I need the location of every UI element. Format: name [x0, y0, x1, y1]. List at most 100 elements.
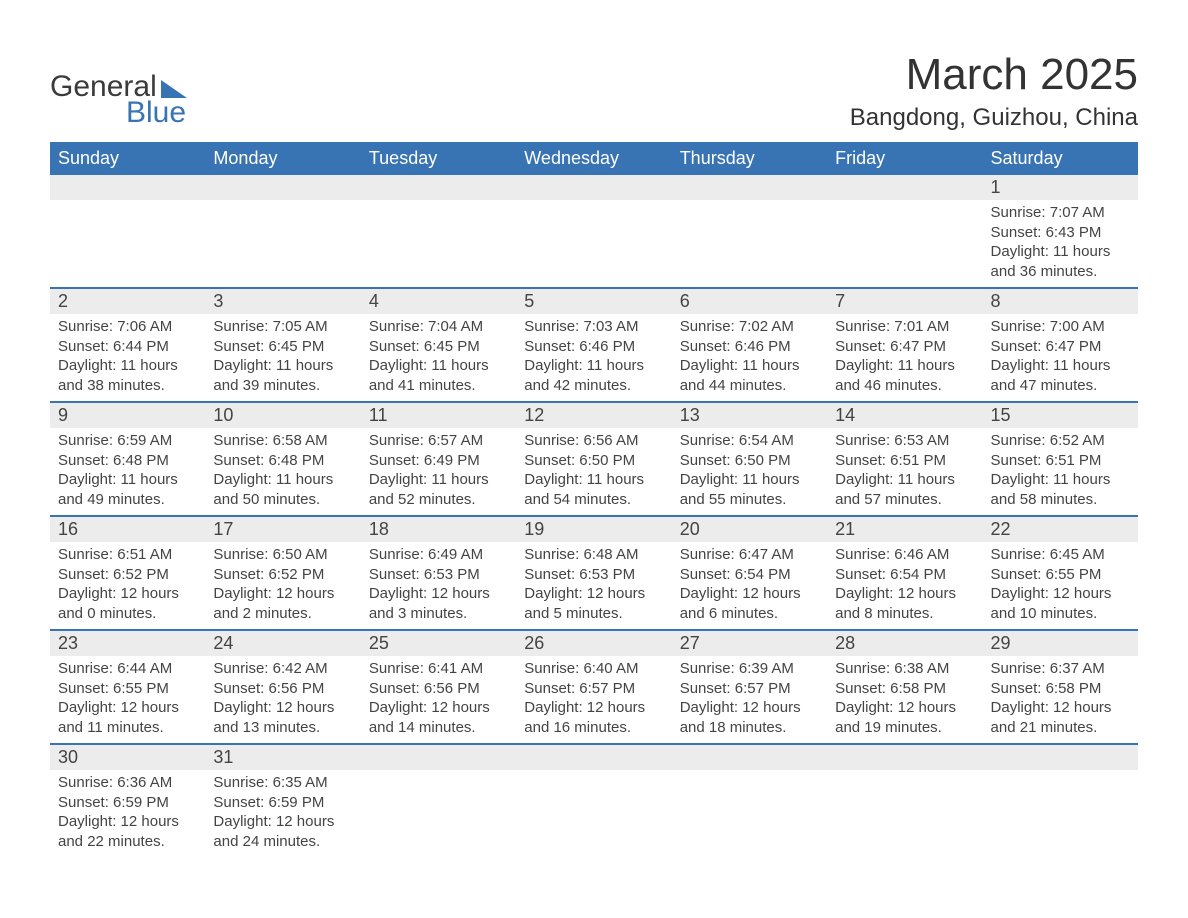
day-data-cell: Sunrise: 7:07 AMSunset: 6:43 PMDaylight:… — [983, 200, 1138, 288]
month-title: March 2025 — [850, 50, 1138, 100]
sunset-text: Sunset: 6:51 PM — [835, 451, 974, 471]
day-data-cell: Sunrise: 6:50 AMSunset: 6:52 PMDaylight:… — [205, 542, 360, 630]
sunset-text: Sunset: 6:53 PM — [369, 565, 508, 585]
sunset-text: Sunset: 6:52 PM — [58, 565, 197, 585]
sunrise-text: Sunrise: 6:54 AM — [680, 431, 819, 451]
sunrise-text: Sunrise: 6:58 AM — [213, 431, 352, 451]
daylight-text: Daylight: 11 hours and 36 minutes. — [991, 242, 1130, 281]
day-data-cell: Sunrise: 6:53 AMSunset: 6:51 PMDaylight:… — [827, 428, 982, 516]
day-number-row: 16171819202122 — [50, 516, 1138, 542]
day-data-cell: Sunrise: 7:03 AMSunset: 6:46 PMDaylight:… — [516, 314, 671, 402]
day-data-cell — [672, 770, 827, 857]
sunset-text: Sunset: 6:45 PM — [369, 337, 508, 357]
day-number-cell — [205, 175, 360, 200]
sunrise-text: Sunrise: 6:51 AM — [58, 545, 197, 565]
sunset-text: Sunset: 6:59 PM — [58, 793, 197, 813]
sunset-text: Sunset: 6:58 PM — [835, 679, 974, 699]
sunset-text: Sunset: 6:43 PM — [991, 223, 1130, 243]
daylight-text: Daylight: 11 hours and 41 minutes. — [369, 356, 508, 395]
sunset-text: Sunset: 6:58 PM — [991, 679, 1130, 699]
daylight-text: Daylight: 11 hours and 58 minutes. — [991, 470, 1130, 509]
day-number-cell: 31 — [205, 744, 360, 770]
sunset-text: Sunset: 6:57 PM — [680, 679, 819, 699]
day-number-cell — [672, 175, 827, 200]
day-number-cell: 10 — [205, 402, 360, 428]
day-data-cell — [983, 770, 1138, 857]
sunrise-text: Sunrise: 7:00 AM — [991, 317, 1130, 337]
day-data-row: Sunrise: 7:06 AMSunset: 6:44 PMDaylight:… — [50, 314, 1138, 402]
day-data-cell — [50, 200, 205, 288]
day-data-cell: Sunrise: 6:40 AMSunset: 6:57 PMDaylight:… — [516, 656, 671, 744]
sunrise-text: Sunrise: 7:03 AM — [524, 317, 663, 337]
sunset-text: Sunset: 6:47 PM — [835, 337, 974, 357]
day-number-cell: 14 — [827, 402, 982, 428]
day-data-cell: Sunrise: 6:58 AMSunset: 6:48 PMDaylight:… — [205, 428, 360, 516]
daylight-text: Daylight: 12 hours and 11 minutes. — [58, 698, 197, 737]
day-data-row: Sunrise: 6:36 AMSunset: 6:59 PM Daylight:… — [50, 770, 1138, 857]
title-block: March 2025 Bangdong, Guizhou, China — [850, 50, 1138, 132]
day-number-cell: 7 — [827, 288, 982, 314]
day-number-cell: 18 — [361, 516, 516, 542]
day-data-cell: Sunrise: 7:05 AMSunset: 6:45 PMDaylight:… — [205, 314, 360, 402]
day-number-row: 9101112131415 — [50, 402, 1138, 428]
day-data-cell: Sunrise: 6:59 AMSunset: 6:48 PMDaylight:… — [50, 428, 205, 516]
daylight-text: Daylight: 12 hours and 18 minutes. — [680, 698, 819, 737]
day-number-cell — [672, 744, 827, 770]
sunrise-text: Sunrise: 6:35 AM — [213, 773, 352, 793]
day-data-cell — [827, 770, 982, 857]
sunset-text: Sunset: 6:44 PM — [58, 337, 197, 357]
daylight-text: Daylight: 11 hours and 57 minutes. — [835, 470, 974, 509]
day-data-cell: Sunrise: 6:38 AMSunset: 6:58 PMDaylight:… — [827, 656, 982, 744]
day-number-cell: 22 — [983, 516, 1138, 542]
weekday-header: Tuesday — [361, 142, 516, 175]
sunset-text: Sunset: 6:53 PM — [524, 565, 663, 585]
sunset-text: Sunset: 6:52 PM — [213, 565, 352, 585]
daylight-text: Daylight: 11 hours and 49 minutes. — [58, 470, 197, 509]
daylight-text: Daylight: 12 hours and 6 minutes. — [680, 584, 819, 623]
day-data-cell: Sunrise: 6:46 AMSunset: 6:54 PMDaylight:… — [827, 542, 982, 630]
sunset-text: Sunset: 6:56 PM — [369, 679, 508, 699]
daylight-text: Daylight: 11 hours and 54 minutes. — [524, 470, 663, 509]
sunrise-text: Sunrise: 6:46 AM — [835, 545, 974, 565]
sunrise-text: Sunrise: 6:56 AM — [524, 431, 663, 451]
sunset-text: Sunset: 6:51 PM — [991, 451, 1130, 471]
day-number-cell: 26 — [516, 630, 671, 656]
day-number-cell: 9 — [50, 402, 205, 428]
sunset-text: Sunset: 6:45 PM — [213, 337, 352, 357]
day-data-cell: Sunrise: 7:00 AMSunset: 6:47 PMDaylight:… — [983, 314, 1138, 402]
day-number-cell — [827, 744, 982, 770]
sunset-text: Sunset: 6:48 PM — [213, 451, 352, 471]
day-data-cell: Sunrise: 6:56 AMSunset: 6:50 PMDaylight:… — [516, 428, 671, 516]
logo: General Blue — [50, 70, 187, 130]
sunrise-text: Sunrise: 6:38 AM — [835, 659, 974, 679]
day-data-cell: Sunrise: 6:41 AMSunset: 6:56 PMDaylight:… — [361, 656, 516, 744]
day-data-cell: Sunrise: 6:36 AMSunset: 6:59 PMDaylight:… — [50, 770, 205, 857]
sunrise-text: Sunrise: 6:36 AM — [58, 773, 197, 793]
logo-text-blue: Blue — [126, 96, 187, 130]
daylight-text: Daylight: 12 hours and 13 minutes. — [213, 698, 352, 737]
sunset-text: Sunset: 6:48 PM — [58, 451, 197, 471]
day-data-row: Sunrise: 6:51 AMSunset: 6:52 PMDaylight:… — [50, 542, 1138, 630]
day-data-cell: Sunrise: 6:35 AMSunset: 6:59 PMDaylight:… — [205, 770, 360, 857]
sunrise-text: Sunrise: 6:53 AM — [835, 431, 974, 451]
sunset-text: Sunset: 6:47 PM — [991, 337, 1130, 357]
daylight-text: Daylight: 12 hours and 24 minutes. — [213, 812, 352, 851]
sunrise-text: Sunrise: 6:47 AM — [680, 545, 819, 565]
day-data-cell: Sunrise: 6:48 AMSunset: 6:53 PMDaylight:… — [516, 542, 671, 630]
sunset-text: Sunset: 6:55 PM — [58, 679, 197, 699]
day-number-cell: 19 — [516, 516, 671, 542]
day-data-cell — [672, 200, 827, 288]
daylight-text: Daylight: 11 hours and 52 minutes. — [369, 470, 508, 509]
sunset-text: Sunset: 6:49 PM — [369, 451, 508, 471]
daylight-text: Daylight: 12 hours and 14 minutes. — [369, 698, 508, 737]
daylight-text: Daylight: 11 hours and 47 minutes. — [991, 356, 1130, 395]
daylight-text: Daylight: 11 hours and 46 minutes. — [835, 356, 974, 395]
weekday-header: Saturday — [983, 142, 1138, 175]
day-number-cell: 1 — [983, 175, 1138, 200]
day-number-cell: 29 — [983, 630, 1138, 656]
day-data-cell: Sunrise: 7:06 AMSunset: 6:44 PMDaylight:… — [50, 314, 205, 402]
day-number-row: 1 — [50, 175, 1138, 200]
sunrise-text: Sunrise: 6:37 AM — [991, 659, 1130, 679]
page-header: General Blue March 2025 Bangdong, Guizho… — [50, 50, 1138, 132]
day-data-cell — [361, 770, 516, 857]
